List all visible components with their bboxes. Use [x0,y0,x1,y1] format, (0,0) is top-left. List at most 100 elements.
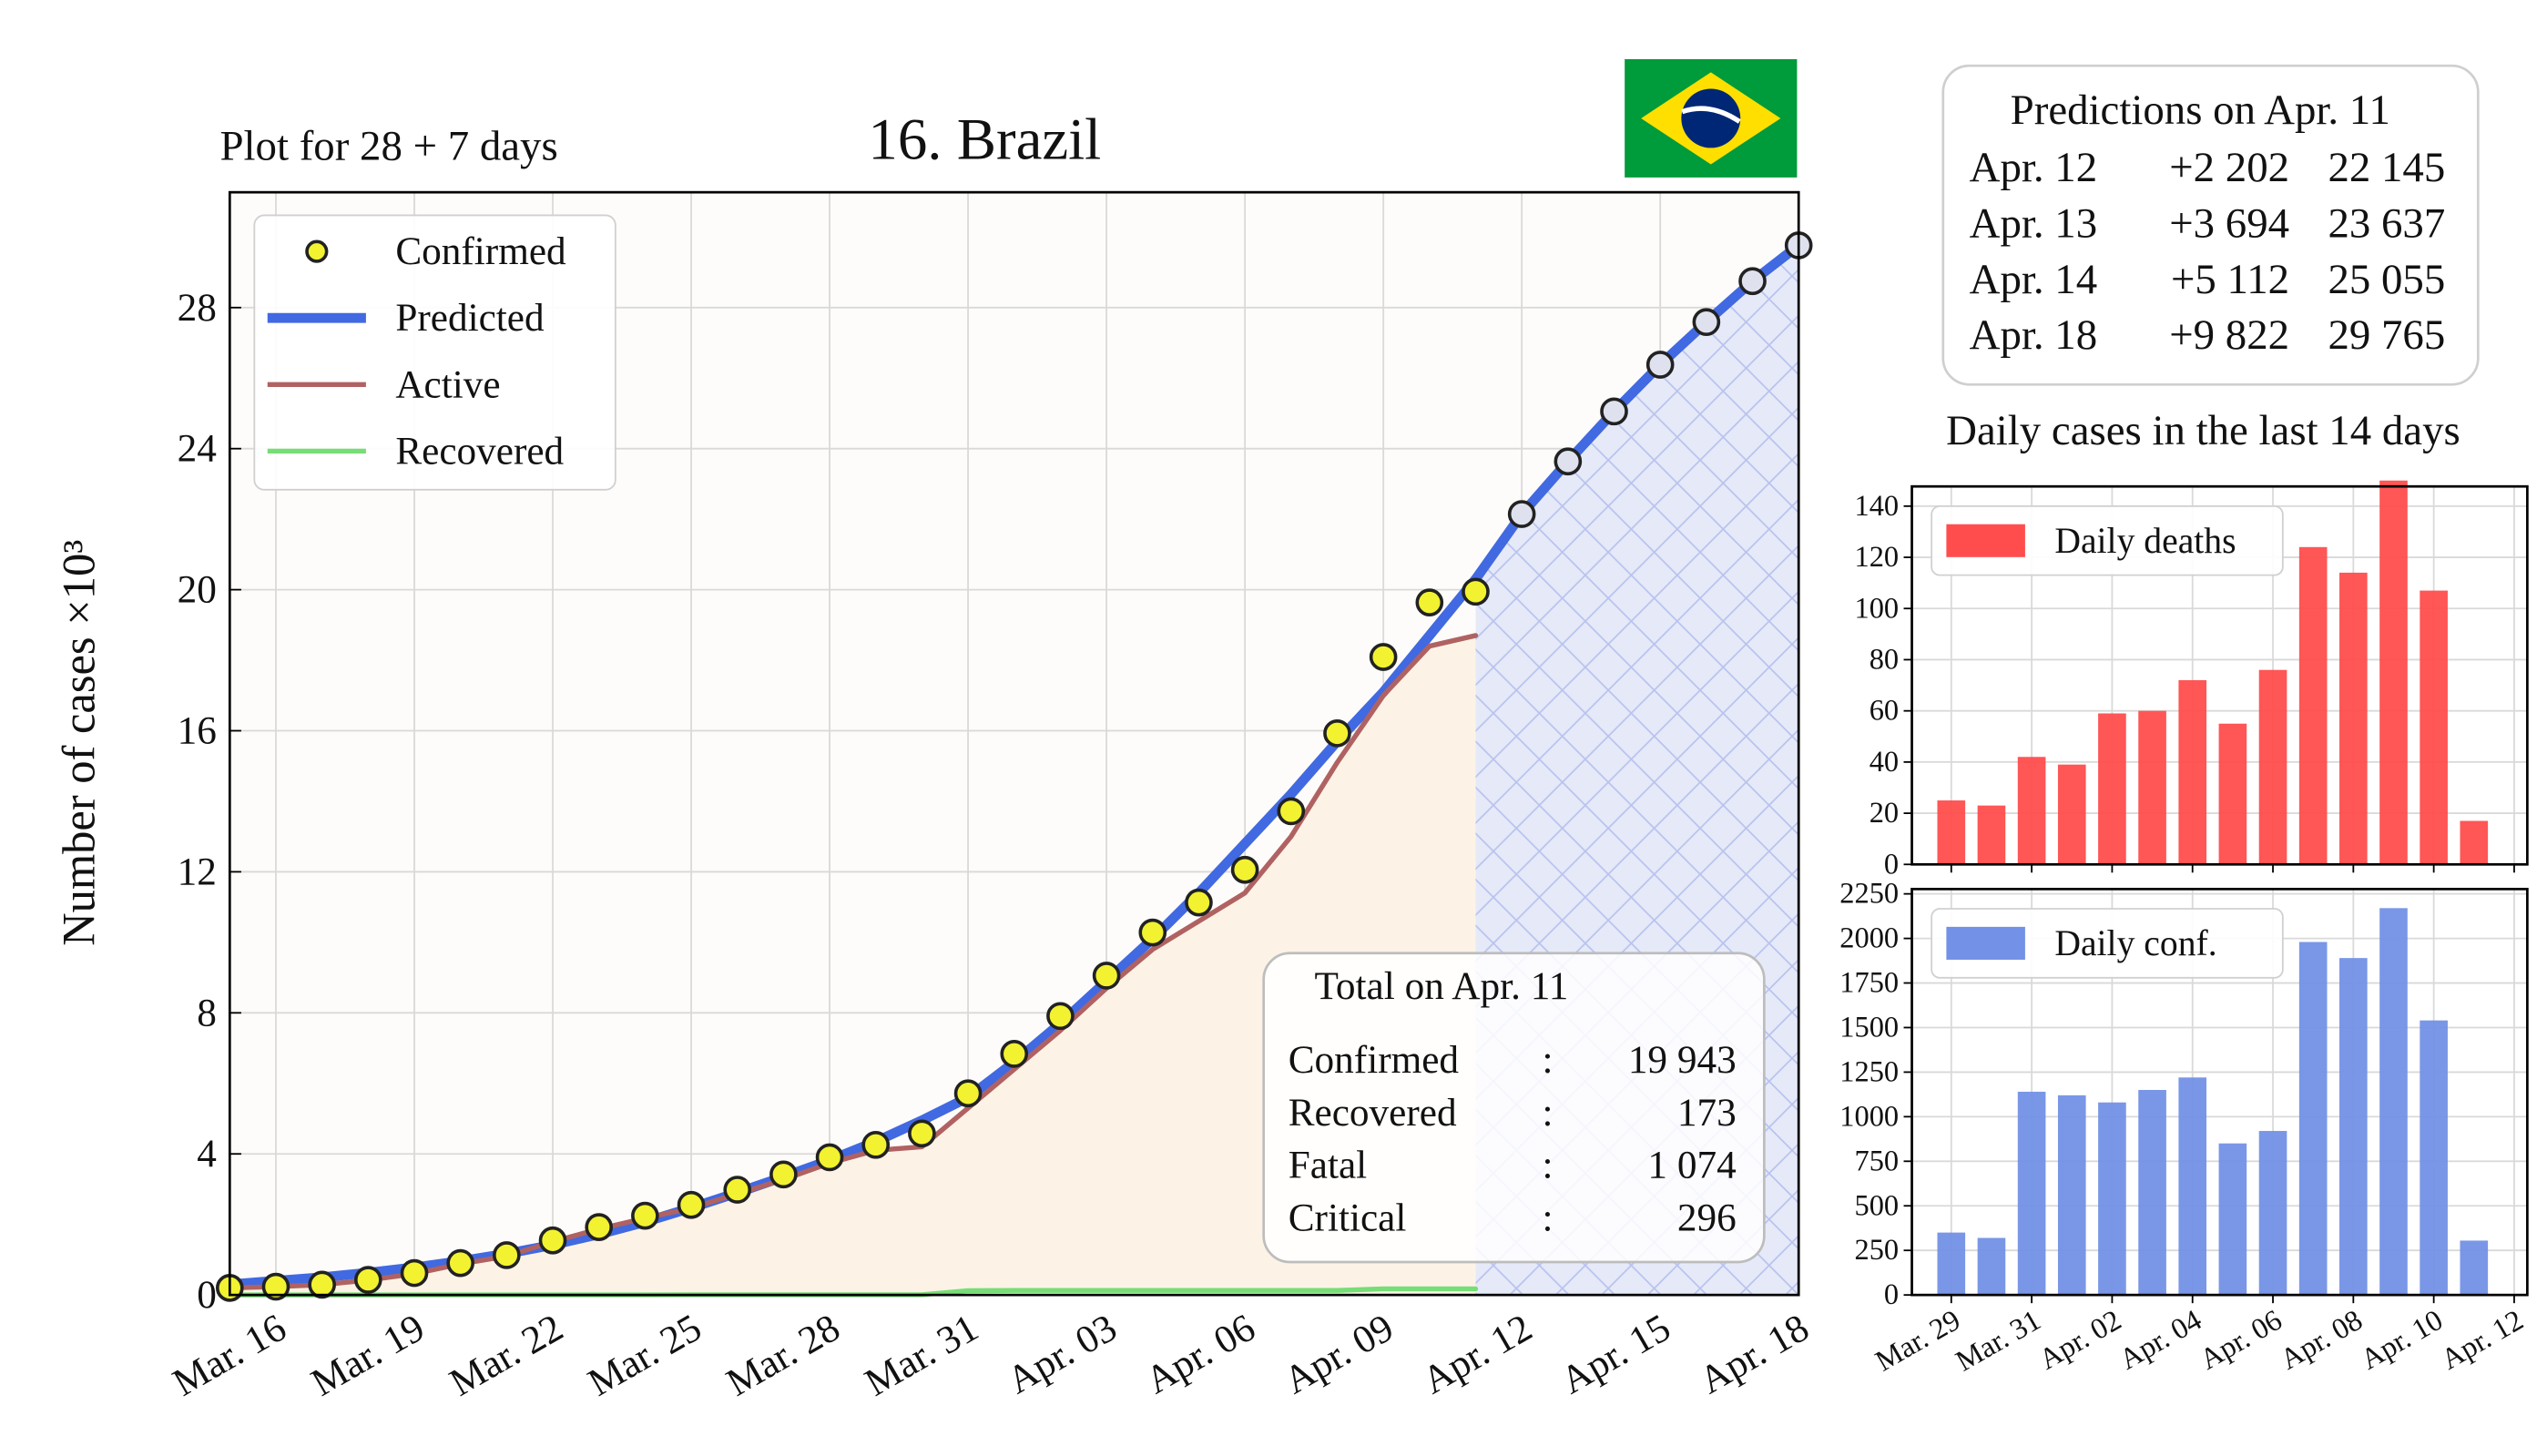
data-point [261,1272,290,1301]
data-point [400,1258,429,1288]
prediction-date: Apr. 14 [1970,256,2098,303]
data-point [308,1270,336,1299]
data-point [1230,855,1259,884]
bar [2218,1143,2247,1296]
bar [2017,757,2046,865]
legend-label: Active [395,362,500,406]
y-tick-label: 20 [1869,797,1899,830]
y-tick-label: 140 [1854,490,1899,523]
prediction-date: Apr. 18 [1970,311,2098,359]
y-tick-label: 8 [197,991,217,1034]
totals-label: Critical [1289,1196,1407,1239]
bar [2339,572,2368,865]
totals-title: Total on Apr. 11 [1315,964,1569,1008]
totals-value: 296 [1677,1196,1737,1239]
y-tick-label: 0 [1884,1278,1899,1311]
totals-separator: : [1542,1091,1553,1135]
y-tick-label: 0 [1884,848,1899,881]
bar [2098,1102,2126,1296]
legend-marker [305,239,329,263]
data-point [769,1160,798,1189]
y-tick-label: 500 [1854,1189,1899,1222]
data-point [677,1190,706,1219]
bar [2138,1089,2166,1296]
bar [2460,820,2489,865]
predictions-frame [1941,64,2480,386]
data-point [723,1176,752,1204]
data-point [1369,643,1398,671]
totals-value: 173 [1677,1091,1737,1135]
prediction-change: +5 112 [2171,256,2289,303]
y-tick-label: 2000 [1839,922,1899,955]
legend-swatch [1946,524,2025,557]
bar [1977,805,2006,865]
bar-chart: Daily cases in the last 14 days 0 20 40 60 80… [1854,407,2529,881]
data-point [1554,447,1583,476]
prediction-total: 25 055 [2328,256,2445,303]
prediction-date: Apr. 13 [1970,199,2098,247]
totals-label: Confirmed [1289,1038,1460,1082]
bar [2258,669,2287,865]
bar [2258,1131,2287,1296]
data-point [1645,351,1675,379]
totals-value: 19 943 [1628,1038,1737,1082]
y-tick-label: 0 [197,1273,217,1317]
prediction-total: 23 637 [2328,199,2445,247]
bar [1977,1237,2006,1296]
totals-frame [1262,952,1766,1264]
bar [2178,679,2207,865]
bar [2138,710,2166,865]
y-tick-label: 2250 [1839,878,1899,911]
bar [2057,764,2086,865]
data-point [1507,500,1536,528]
series-line [227,633,1479,1291]
data-point [1138,918,1167,947]
y-tick-label: 12 [178,850,217,893]
data-point [1738,267,1767,296]
data-point [1415,588,1444,616]
y-tick-label: 100 [1854,592,1899,625]
data-point [1462,577,1490,606]
prediction-change: +3 694 [2169,199,2289,247]
bar [2218,723,2247,865]
y-tick-label: 80 [1869,643,1899,676]
prediction-change: +9 822 [2169,311,2289,359]
y-axis-label: Number of cases ×10³ [54,540,105,946]
y-tick-label: 250 [1854,1234,1899,1267]
data-point [1185,888,1213,917]
bar [2460,1240,2489,1296]
predictions-title: Predictions on Apr. 11 [2011,87,2390,134]
data-point [1277,797,1306,826]
totals-label: Fatal [1289,1144,1367,1187]
legend-box [253,214,616,491]
legend-label: Recovered [395,429,564,473]
chart-title: Daily cases in the last 14 days [1946,407,2460,454]
data-point [585,1213,614,1241]
data-point [861,1130,891,1159]
bar [2379,480,2408,865]
legend-label: Daily deaths [2054,521,2236,561]
data-point [1323,718,1351,748]
data-point [815,1143,844,1172]
y-tick-label: 20 [178,568,217,612]
y-tick-label: 28 [178,286,217,330]
prediction-change: +2 202 [2169,144,2289,191]
y-tick-label: 60 [1869,695,1899,728]
data-point [1092,962,1121,990]
active-area [229,635,1476,1296]
bar [2178,1077,2207,1296]
plot-frame [228,190,1800,1297]
bar [2298,546,2328,865]
prediction-date: Apr. 12 [1970,144,2098,191]
prediction-total: 29 765 [2328,311,2445,359]
totals-separator: : [1542,1038,1553,1082]
chart-subtitle: Plot for 28 + 7 days [219,123,557,170]
bar [1937,1232,1966,1296]
flag [1625,58,1798,178]
legend-swatch [1946,926,2025,960]
y-tick-label: 24 [178,427,217,471]
data-point [538,1226,567,1255]
y-tick-label: 1500 [1839,1011,1899,1044]
y-tick-label: 1250 [1839,1055,1899,1088]
